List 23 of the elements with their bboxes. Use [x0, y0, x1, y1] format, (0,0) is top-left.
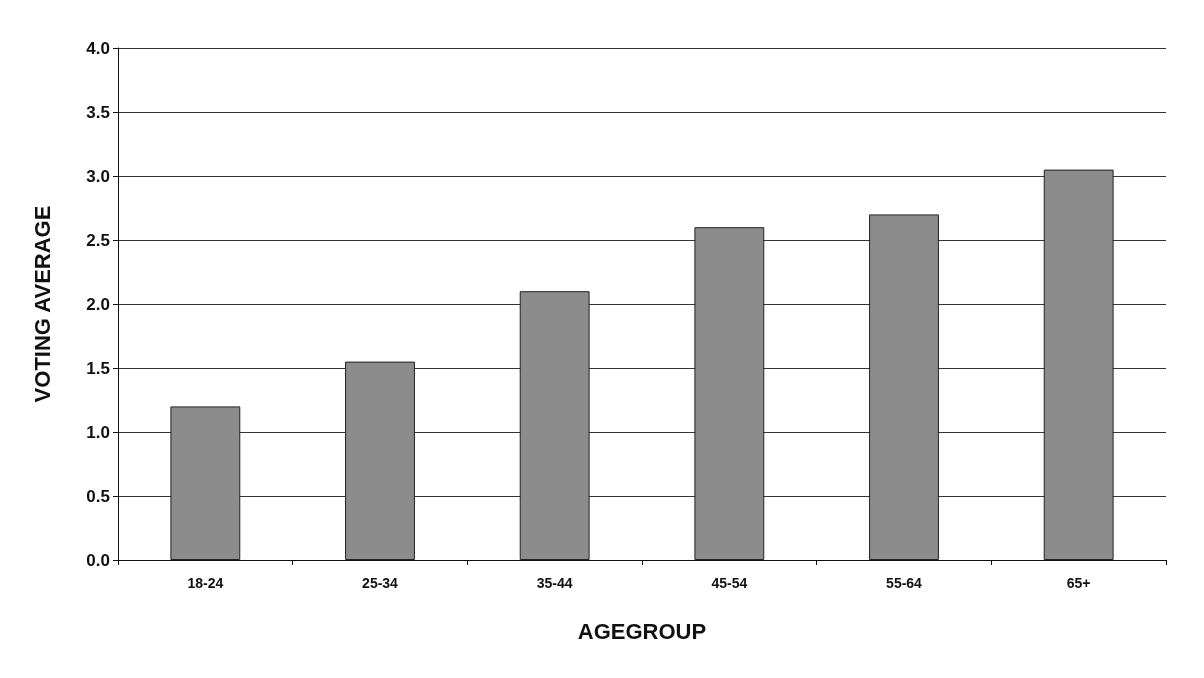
y-tick-label: 0.5	[86, 486, 110, 506]
y-tick-label: 4.0	[86, 38, 110, 58]
x-tick-label: 35-44	[536, 575, 573, 591]
x-axis-title: AGEGROUP	[577, 618, 707, 644]
y-tick-label: 3.5	[86, 102, 110, 122]
bar	[345, 361, 415, 560]
x-tick-label: 25-34	[362, 575, 399, 591]
bar	[694, 227, 765, 560]
y-tick-label: 1.5	[86, 358, 110, 378]
bar	[869, 214, 939, 560]
bar	[519, 291, 590, 560]
bar	[1043, 169, 1114, 560]
x-tick-label: 18-24	[187, 575, 224, 591]
x-tick-label: 55-64	[886, 575, 923, 591]
y-tick-label: 0.0	[86, 550, 110, 570]
y-tick-label: 2.0	[86, 294, 110, 314]
bar	[170, 406, 241, 560]
y-tick-label: 1.0	[86, 422, 110, 442]
x-tick-label: 65+	[1066, 575, 1091, 591]
y-axis-title: VOTING AVERAGE	[29, 205, 55, 403]
y-tick-label: 2.5	[86, 230, 110, 250]
y-tick-label: 3.0	[86, 166, 110, 186]
x-tick-label: 45-54	[711, 575, 748, 591]
